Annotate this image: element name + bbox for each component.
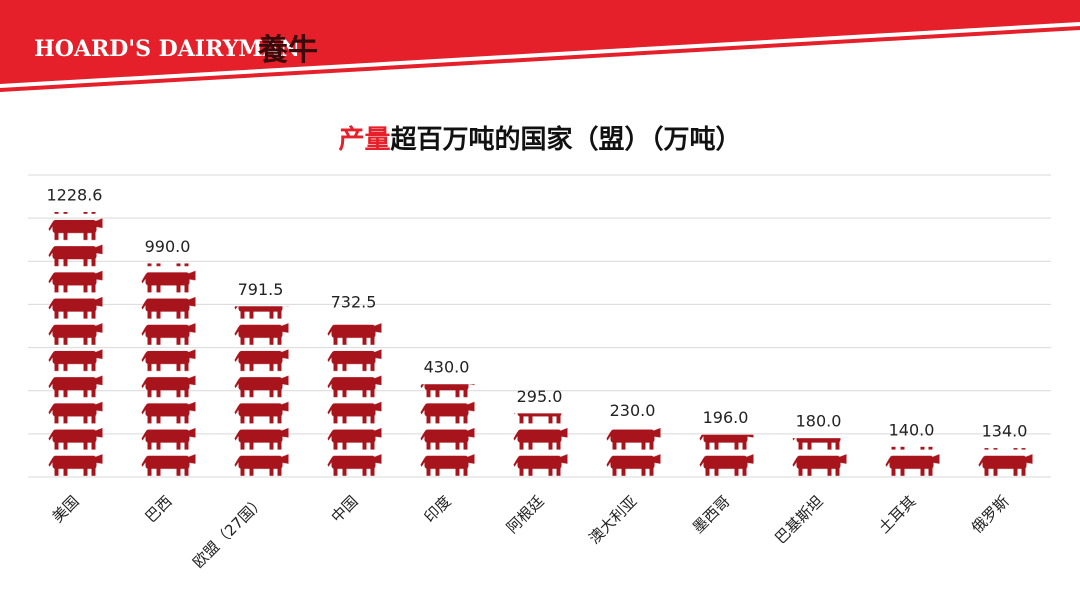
x-tick-label: 俄罗斯 (968, 492, 1013, 537)
chart-title: 产量超百万吨的国家（盟）（万吨） (338, 124, 741, 155)
value-label: 230.0 (610, 401, 656, 420)
plot: 1228.6 美国 990.0 巴西 791.5 欧盟（27国） 732.5 中国 430.0 印… (28, 174, 1051, 572)
x-tick-label: 欧盟（27国） (189, 492, 268, 571)
x-tick-label: 巴基斯坦 (771, 492, 826, 547)
bar (139, 263, 196, 477)
title-highlight: 产量 (338, 125, 390, 155)
value-label: 295.0 (517, 387, 563, 406)
bar (604, 427, 661, 477)
x-tick-label: 墨西哥 (689, 492, 734, 537)
logo: HOARD'S DAIRYMAN (34, 36, 300, 62)
value-label: 791.5 (238, 280, 284, 299)
x-tick-label: 阿根廷 (503, 492, 548, 537)
x-tick-label: 澳大利亚 (585, 492, 640, 547)
x-tick-label: 美国 (49, 492, 83, 526)
bar (418, 384, 475, 477)
value-label: 196.0 (703, 408, 749, 427)
bar (883, 446, 940, 477)
value-label: 180.0 (796, 412, 842, 431)
bar (511, 413, 568, 477)
bar (790, 438, 847, 477)
bar (46, 211, 103, 477)
value-label: 430.0 (424, 358, 470, 377)
logo-cn: 養牛 (257, 33, 318, 68)
x-tick-label: 印度 (421, 492, 455, 526)
title-rest: 超百万吨的国家（盟）（万吨） (391, 124, 742, 155)
value-label: 140.0 (889, 420, 935, 439)
bar (976, 448, 1033, 477)
value-label: 1228.6 (47, 185, 103, 204)
bar (697, 434, 754, 477)
x-tick-label: 中国 (328, 492, 362, 526)
x-tick-label: 土耳其 (875, 492, 920, 537)
bar (325, 318, 382, 477)
value-label: 134.0 (982, 422, 1028, 441)
value-label: 732.5 (331, 292, 377, 311)
bar (232, 306, 289, 477)
header-band (0, 0, 1080, 84)
header-stripe (0, 26, 1080, 92)
x-tick-label: 巴西 (142, 492, 176, 526)
value-label: 990.0 (145, 237, 191, 256)
